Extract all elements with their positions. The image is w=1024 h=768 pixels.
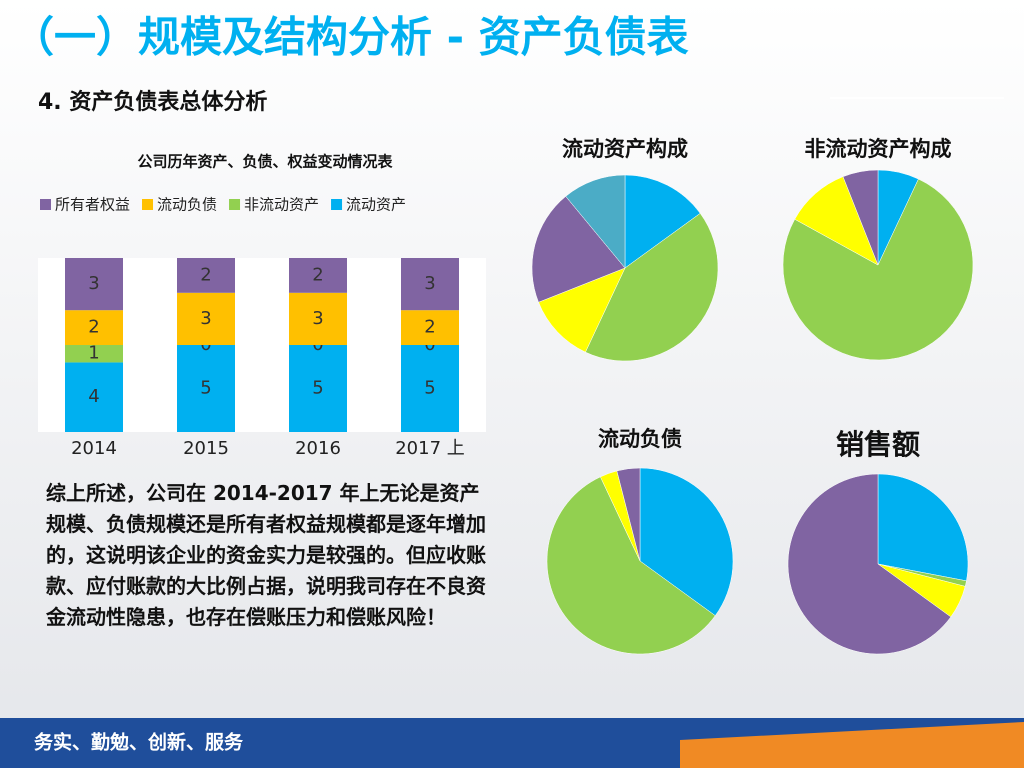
legend-label: 所有者权益 (55, 196, 130, 214)
data-label: 5 (200, 378, 211, 399)
data-label: 3 (200, 308, 211, 329)
slide-title: （一）规模及结构分析 - 资产负债表 (12, 13, 689, 62)
legend-label: 流动负债 (157, 196, 217, 214)
chart-title: 公司历年资产、负债、权益变动情况表 (137, 153, 393, 171)
pie-slice (624, 174, 701, 269)
data-label: 1 (88, 343, 99, 364)
data-label: 2 (88, 317, 99, 338)
bar-segment (177, 258, 235, 293)
data-label: 4 (88, 386, 99, 407)
legend-swatch (229, 199, 241, 210)
footer-text: 务实、勤勉、创新、服务 (34, 731, 244, 754)
pie-slice (842, 169, 879, 266)
x-tick-label: 2017 上 (395, 438, 465, 459)
pie-slice (794, 176, 879, 266)
data-label: 2 (312, 264, 323, 285)
bar-segment (177, 292, 235, 345)
legend-label: 流动资产 (346, 196, 406, 214)
bar-segment (65, 362, 123, 432)
pie-slice (787, 473, 952, 655)
bar-segment (65, 310, 123, 345)
pie-title: 销售额 (836, 428, 920, 461)
pie-slice (616, 467, 641, 562)
pie-slice (639, 467, 734, 617)
legend-swatch (142, 199, 154, 210)
pie-title: 流动负债 (598, 427, 682, 451)
data-label: 3 (312, 308, 323, 329)
bar-segment (65, 345, 123, 363)
data-label: 3 (424, 273, 435, 294)
legend-swatch (40, 199, 51, 210)
pie-slice (782, 178, 974, 361)
summary-text: 综上所述，公司在 2014-2017 年上无论是资产规模、负债规模还是所有者权益… (46, 481, 486, 629)
pie-title: 流动资产构成 (562, 137, 688, 161)
pie-slice (565, 174, 626, 269)
data-label: 2 (200, 264, 211, 285)
x-tick-label: 2015 (183, 438, 229, 459)
bar-segment (401, 258, 459, 311)
x-tick-label: 2014 (71, 438, 117, 459)
data-label: 5 (312, 378, 323, 399)
legend-swatch (331, 199, 343, 210)
pie-title: 非流动资产构成 (805, 137, 952, 161)
pie-slice (531, 195, 626, 303)
bar-segment (401, 310, 459, 345)
pie-slice (546, 476, 716, 655)
bar-segment (401, 345, 459, 432)
pie-slice (585, 212, 719, 362)
bar-segment (289, 292, 347, 345)
bar-segment (177, 345, 235, 432)
slide-subtitle: 4. 资产负债表总体分析 (38, 89, 267, 115)
pie-slice (877, 473, 969, 582)
legend-label: 非流动资产 (244, 196, 319, 214)
bar-segment (289, 345, 347, 432)
x-tick-label: 2016 (295, 438, 341, 459)
footer-accent (680, 722, 1024, 768)
data-label: 2 (424, 317, 435, 338)
bar-segment (65, 258, 123, 311)
data-label: 3 (88, 273, 99, 294)
data-label: 5 (424, 378, 435, 399)
bar-segment (289, 258, 347, 293)
pie-slice (538, 267, 626, 353)
